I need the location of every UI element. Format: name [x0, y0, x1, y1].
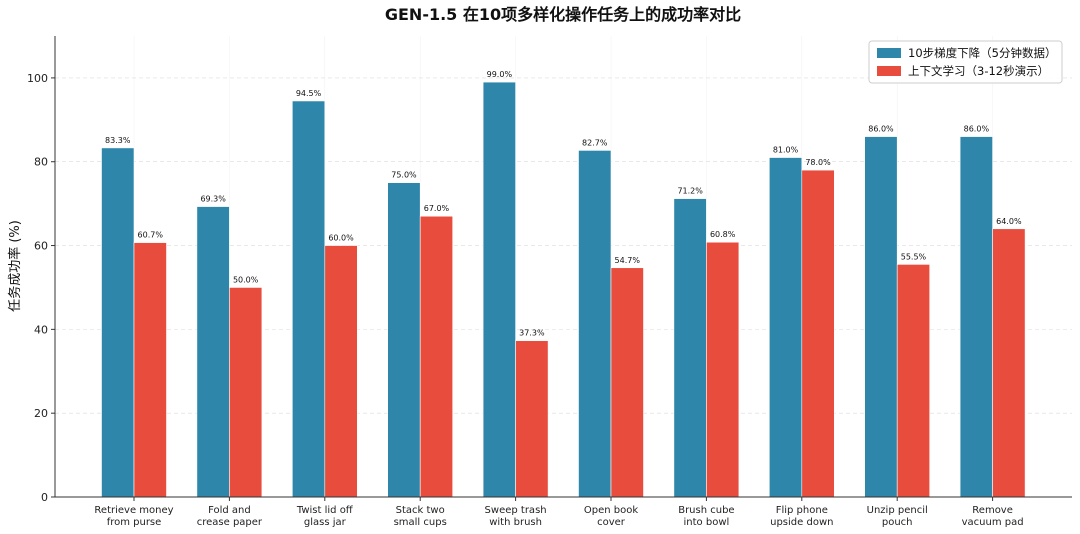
x-tick-label-1: Retrieve money from purse: [94, 505, 173, 528]
bar-series2-cat1: [133, 242, 167, 498]
bar-series1-cat10: [959, 136, 993, 498]
bar-series1-cat5: [482, 81, 516, 498]
x-tick-label-4: Stack two small cups: [394, 505, 447, 528]
data-label-series1-cat7: 71.2%: [677, 187, 703, 196]
data-label-series2-cat8: 78.0%: [805, 158, 831, 167]
x-tick-labels: Retrieve money from purse Fold and crease p…: [94, 497, 1024, 528]
bar-series2-cat2: [229, 287, 263, 498]
x-tick-label-line: glass jar: [304, 517, 347, 528]
bar-series2-cat6: [610, 267, 644, 498]
x-tick-label-line: Retrieve money: [94, 505, 173, 516]
data-label-series2-cat2: 50.0%: [233, 275, 259, 284]
data-label-series1-cat10: 86.0%: [964, 125, 990, 134]
x-tick-label-line: Fold and: [208, 505, 251, 516]
data-label-series1-cat5: 99.0%: [487, 70, 513, 79]
bar-series2-cat10: [992, 228, 1026, 498]
legend-swatch-2: [877, 66, 901, 76]
x-tick-label-line: Flip phone: [776, 505, 828, 516]
x-tick-label-line: Brush cube: [678, 505, 734, 516]
bar-series2-cat4: [419, 215, 454, 498]
bar-series2-cat8: [801, 169, 835, 498]
legend-label-2: 上下文学习（3-12秒演示）: [908, 64, 1049, 78]
x-tick-label-10: Remove vacuum pad: [962, 505, 1024, 528]
data-label-series1-cat3: 94.5%: [296, 89, 322, 98]
data-label-series2-cat7: 60.8%: [710, 230, 736, 239]
x-tick-label-line: Open book: [584, 505, 638, 516]
bar-series1-cat6: [578, 150, 612, 498]
y-tick-label-20: 20: [34, 407, 48, 420]
chart-title: GEN-1.5 在10项多样化操作任务上的成功率对比: [385, 5, 741, 24]
x-tick-label-line: Remove: [972, 505, 1013, 516]
x-tick-label-3: Twist lid off glass jar: [296, 505, 354, 528]
x-tick-label-line: upside down: [770, 517, 833, 528]
bar-series1-cat8: [768, 157, 803, 498]
x-tick-label-line: Twist lid off: [296, 505, 354, 516]
data-labels: 83.3% 60.7% 69.3% 50.0% 94.5% 60.0% 75.0% 67.0%…: [105, 70, 1022, 338]
bar-series1-cat9: [864, 136, 898, 498]
x-tick-label-6: Open book cover: [584, 505, 638, 528]
bar-series2-cat9: [896, 264, 931, 498]
data-label-series2-cat5: 37.3%: [519, 329, 545, 338]
x-tick-label-line: Unzip pencil: [867, 505, 928, 516]
data-label-series1-cat9: 86.0%: [868, 125, 894, 134]
y-tick-label-100: 100: [27, 72, 48, 85]
data-label-series2-cat4: 67.0%: [424, 204, 450, 213]
legend-label-1: 10步梯度下降（5分钟数据）: [908, 46, 1056, 60]
axes: [54, 36, 1072, 498]
x-tick-label-line: into bowl: [684, 517, 730, 528]
legend: 10步梯度下降（5分钟数据） 上下文学习（3-12秒演示）: [868, 40, 1063, 84]
data-label-series1-cat8: 81.0%: [773, 146, 799, 155]
data-label-series2-cat9: 55.5%: [901, 252, 927, 261]
y-tick-label-60: 60: [34, 240, 48, 253]
x-tick-label-line: Stack two: [396, 505, 445, 516]
x-tick-label-line: small cups: [394, 517, 447, 528]
data-label-series1-cat1: 83.3%: [105, 136, 131, 145]
data-label-series2-cat3: 60.0%: [328, 234, 354, 243]
legend-box: [868, 40, 1063, 84]
y-tick-label-40: 40: [34, 323, 48, 336]
bar-series1-cat7: [673, 198, 707, 498]
x-tick-label-line: Sweep trash: [485, 505, 547, 516]
x-tick-label-line: cover: [597, 517, 626, 528]
x-tick-label-9: Unzip pencil pouch: [867, 505, 928, 528]
data-label-series1-cat6: 82.7%: [582, 138, 608, 147]
x-tick-label-2: Fold and crease paper: [197, 505, 263, 528]
bar-series2-cat5: [515, 340, 549, 498]
legend-swatch-1: [877, 48, 901, 58]
data-label-series2-cat6: 54.7%: [615, 256, 641, 265]
data-label-series2-cat10: 64.0%: [996, 217, 1022, 226]
bar-series1-cat1: [101, 147, 135, 498]
x-tick-label-line: vacuum pad: [962, 517, 1024, 528]
bar-series2-cat3: [324, 245, 358, 498]
bar-series1-cat2: [196, 206, 230, 498]
x-tick-label-line: crease paper: [197, 517, 263, 528]
bar-series1-cat4: [387, 182, 421, 498]
y-axis-label: 任务成功率 (%): [7, 220, 23, 312]
bar-series1-cat3: [291, 100, 326, 498]
x-tick-label-8: Flip phone upside down: [770, 505, 833, 528]
x-tick-label-5: Sweep trash with brush: [485, 505, 547, 528]
x-tick-label-line: from purse: [107, 517, 162, 528]
data-label-series1-cat4: 75.0%: [391, 171, 417, 180]
bar-series2-cat7: [706, 241, 740, 498]
data-label-series2-cat1: 60.7%: [138, 231, 164, 240]
y-tick-label-80: 80: [34, 156, 48, 169]
x-tick-label-line: with brush: [489, 517, 542, 528]
x-tick-label-7: Brush cube into bowl: [678, 505, 734, 528]
data-label-series1-cat2: 69.3%: [200, 195, 226, 204]
x-tick-label-line: pouch: [882, 517, 913, 528]
y-ticks: 0 20 40 60 80 100: [27, 72, 55, 504]
y-tick-label-0: 0: [41, 491, 48, 504]
bars: [101, 81, 1026, 498]
